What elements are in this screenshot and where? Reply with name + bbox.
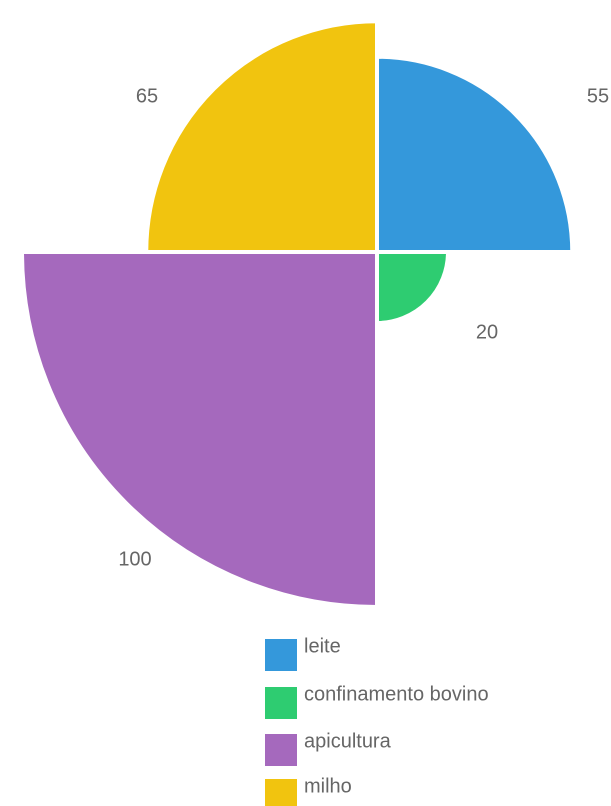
data-label: 65 [136, 85, 158, 107]
polar-segment [19, 250, 379, 610]
polar-segment [144, 19, 379, 254]
legend-label: leite [304, 635, 341, 657]
legend-swatch [265, 639, 297, 671]
data-label: 100 [118, 548, 151, 570]
polar-segment [375, 54, 575, 254]
legend-label: apicultura [304, 730, 392, 752]
legend-swatch [265, 779, 297, 806]
data-label: 20 [476, 321, 498, 343]
data-label: 55 [587, 85, 609, 107]
legend-swatch [265, 687, 297, 719]
legend-swatch [265, 734, 297, 766]
legend-label: milho [304, 775, 352, 797]
legend-label: confinamento bovino [304, 683, 489, 705]
polar-segment [375, 250, 451, 326]
